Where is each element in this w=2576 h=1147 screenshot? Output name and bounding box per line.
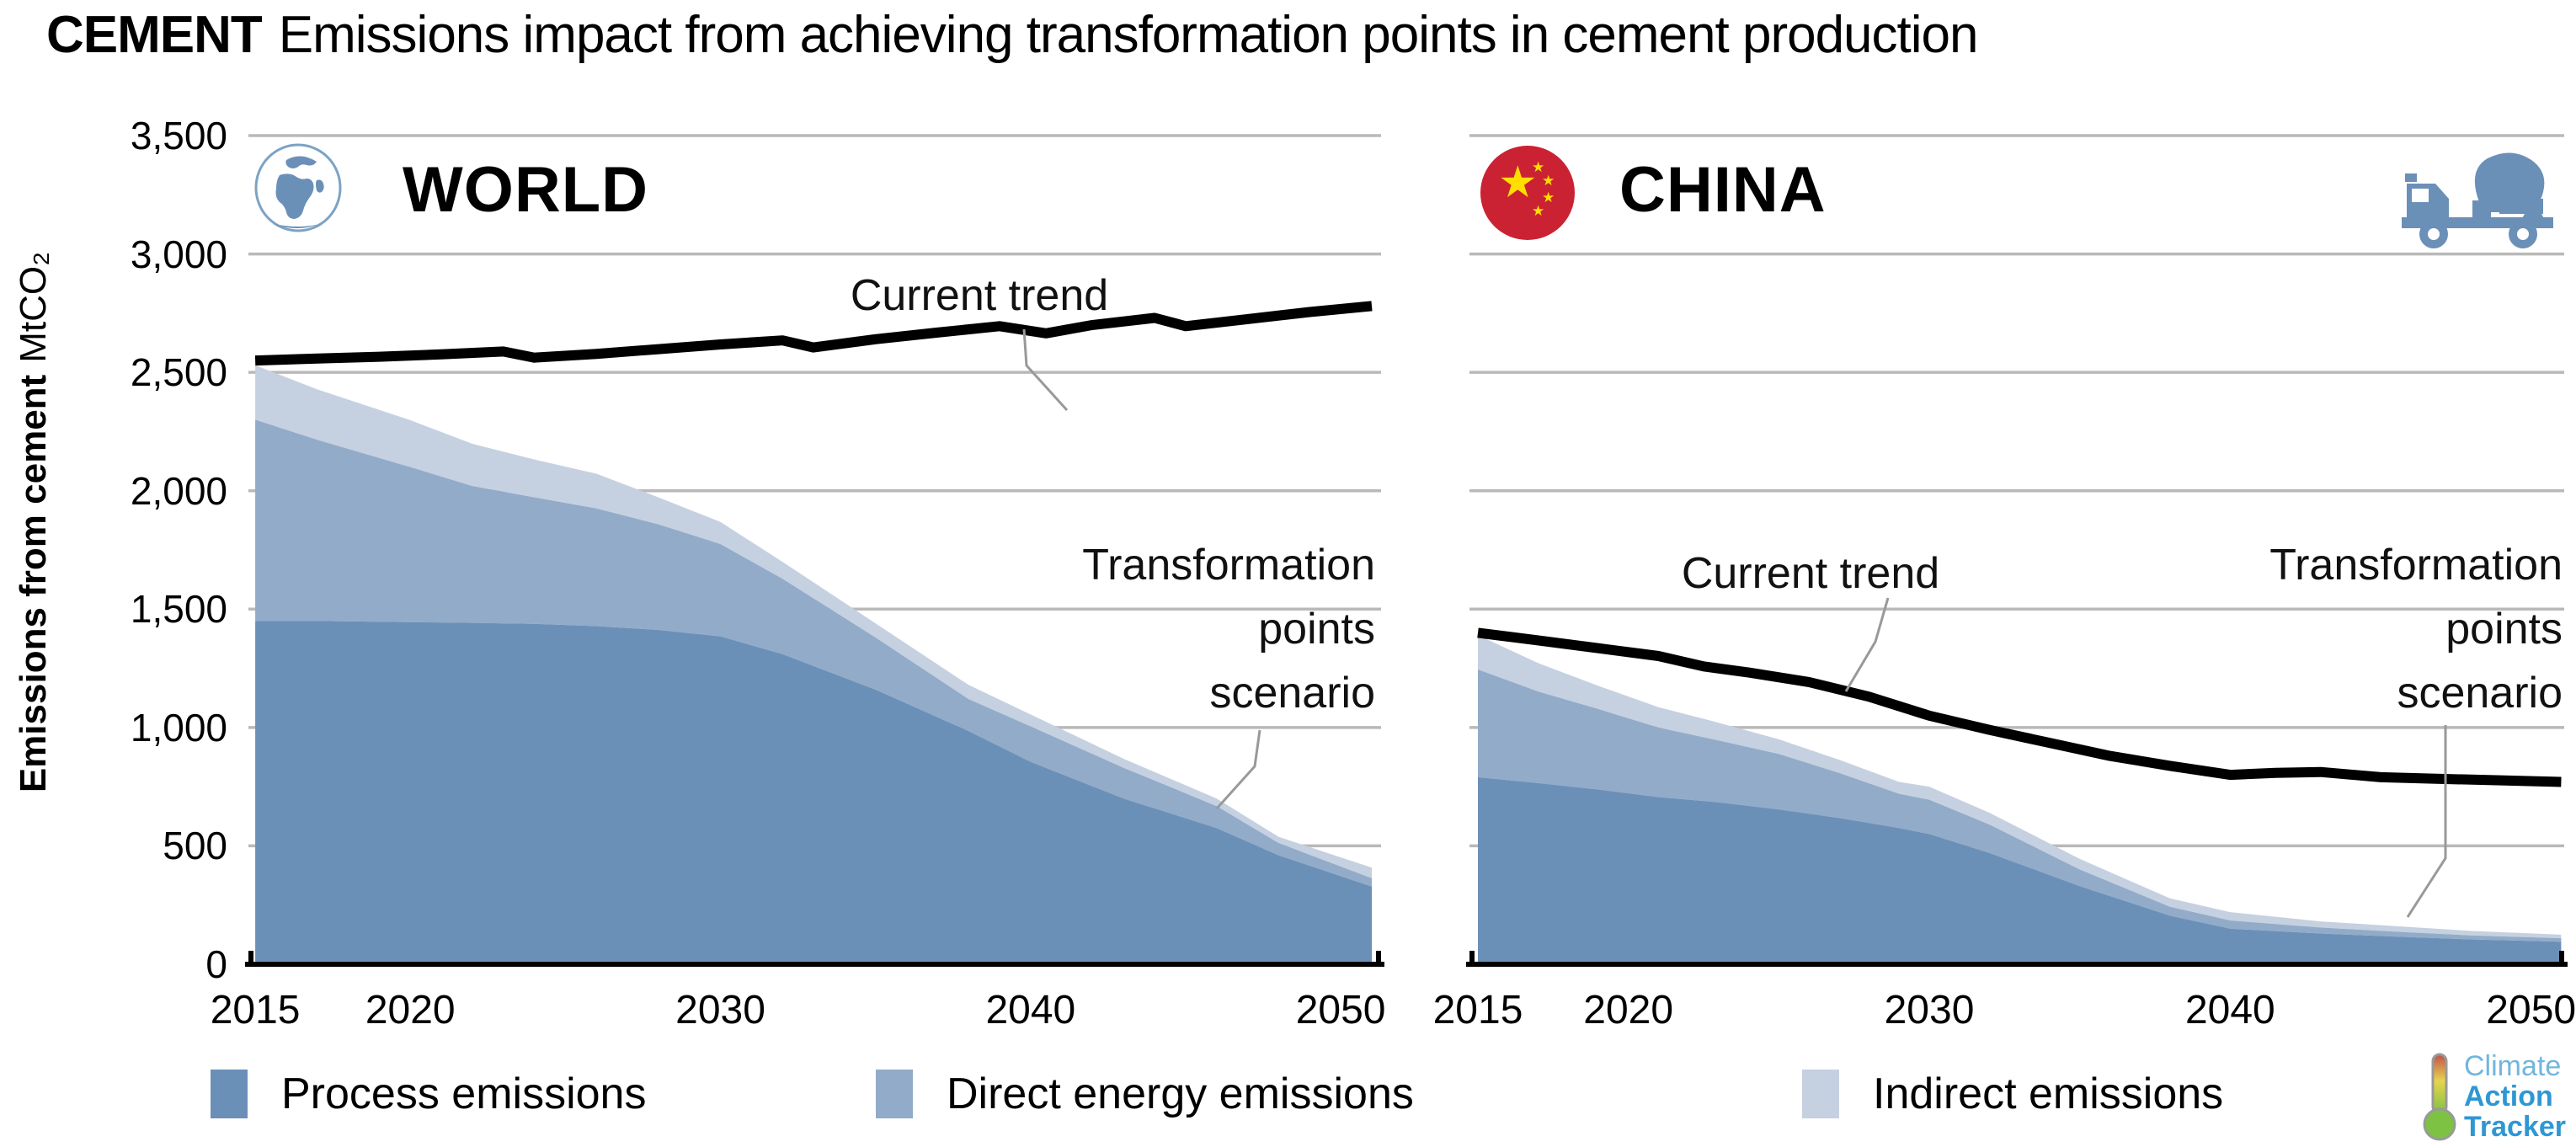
current-trend-leader-line — [1022, 328, 1069, 412]
y-axis-unit: MtCO₂ — [13, 251, 54, 363]
thermometer-icon — [2420, 1048, 2459, 1144]
current-trend-line — [1477, 627, 2562, 787]
logo-line: Tracker — [2464, 1111, 2566, 1143]
annotation-line: Transformation — [2269, 541, 2563, 590]
current-trend-leader-line — [1844, 597, 1890, 692]
transformation-points-label: Transformation points scenario — [853, 533, 1375, 725]
panel-title-china: CHINA — [1619, 154, 1827, 226]
svg-text:★: ★ — [1542, 173, 1555, 189]
svg-text:★: ★ — [1498, 157, 1538, 208]
transformation-points-leader-line — [2406, 725, 2447, 918]
legend-item-process: Process emissions — [211, 1068, 646, 1120]
current-trend-line — [254, 301, 1373, 366]
climate-action-tracker-logo: Climate Action Tracker — [2464, 1051, 2566, 1142]
svg-text:★: ★ — [1532, 159, 1544, 176]
current-trend-label: Current trend — [851, 264, 1108, 328]
x-tick-label: 2015 — [1432, 988, 1523, 1032]
annotation-line: points — [1258, 605, 1375, 654]
x-tick-label: 2020 — [1583, 988, 1674, 1032]
indirect-emissions-swatch — [1802, 1070, 1839, 1118]
x-tick-label: 2040 — [985, 988, 1076, 1032]
legend-label: Process emissions — [281, 1070, 647, 1118]
x-tick-label: 2020 — [365, 988, 456, 1032]
indirect-emissions-area — [255, 365, 1373, 878]
legend-item-direct: Direct energy emissions — [876, 1068, 1414, 1120]
legend-label: Indirect emissions — [1873, 1070, 2224, 1118]
direct-energy-emissions-swatch — [876, 1070, 913, 1118]
globe-icon — [254, 143, 342, 232]
current-trend-label: Current trend — [1682, 541, 1939, 606]
logo-line: Action — [2464, 1080, 2553, 1112]
x-tick-label: 2050 — [1295, 988, 1386, 1032]
x-tick-label: 2040 — [2184, 988, 2275, 1032]
legend-label: Direct energy emissions — [947, 1070, 1414, 1118]
y-tick-label: 2,000 — [130, 468, 227, 513]
china-flag-icon: ★ ★ ★ ★ ★ — [1480, 145, 1576, 241]
page-title: CEMENT Emissions impact from achieving tr… — [46, 5, 1978, 65]
annotation-line: scenario — [2397, 669, 2563, 718]
y-tick-label: 3,500 — [130, 114, 227, 157]
x-tick-label: 2030 — [1884, 988, 1975, 1032]
title-topic: CEMENT — [46, 6, 263, 64]
annotation-line: Transformation — [1082, 541, 1375, 590]
y-tick-label: 500 — [163, 824, 227, 868]
y-tick-label: 3,000 — [130, 232, 227, 276]
y-tick-label: 0 — [205, 942, 227, 986]
y-tick-label: 1,000 — [130, 705, 227, 750]
legend-item-indirect: Indirect emissions — [1802, 1068, 2223, 1120]
annotation-line: Current trend — [850, 271, 1109, 320]
process-emissions-area — [255, 621, 1373, 964]
y-axis-label: Emissions from cement MtCO₂ — [13, 252, 55, 792]
transformation-points-leader-line — [1215, 729, 1261, 810]
x-tick-label: 2030 — [675, 988, 765, 1032]
direct-energy-emissions-area — [255, 419, 1373, 887]
process-emissions-area — [1478, 776, 2562, 964]
y-tick-label: 1,500 — [130, 587, 227, 632]
logo-line: Climate — [2464, 1050, 2562, 1082]
y-axis-label-text: Emissions from cement — [13, 374, 54, 793]
svg-text:★: ★ — [1542, 189, 1555, 206]
chart-china — [1466, 134, 2568, 967]
annotation-line: Current trend — [1681, 549, 1940, 598]
y-tick-label: 2,500 — [130, 350, 227, 395]
cement-truck-icon — [2398, 150, 2563, 253]
chart-world — [245, 134, 1384, 967]
transformation-points-label: Transformation points scenario — [2040, 533, 2563, 725]
svg-text:★: ★ — [1532, 203, 1544, 220]
annotation-line: points — [2445, 605, 2563, 654]
x-tick-label: 2015 — [210, 988, 301, 1032]
x-tick-label: 2050 — [2486, 988, 2576, 1032]
process-emissions-swatch — [211, 1070, 248, 1118]
annotation-line: scenario — [1209, 669, 1375, 718]
panel-title-world: WORLD — [403, 154, 649, 226]
title-subtitle: Emissions impact from achieving transfor… — [278, 6, 1979, 64]
